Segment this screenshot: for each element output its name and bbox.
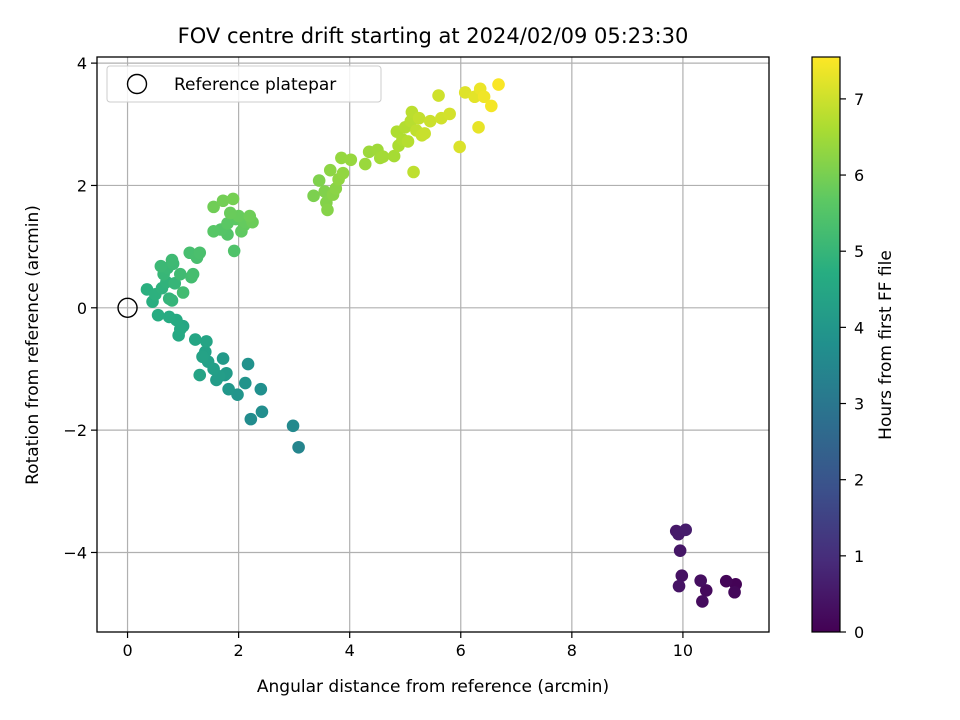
scatter-point [174,267,187,281]
scatter-point [321,203,334,217]
colorbar-label: Hours from first FF file [876,250,896,440]
legend-marker [126,73,148,95]
scatter-point [227,244,241,258]
scatter-point [151,308,165,322]
scatter-point [358,157,372,171]
x-tick-label: 4 [345,641,355,660]
colorbar-tick-label: 3 [854,395,864,414]
colorbar-ticks: 0 1 2 3 4 5 6 7 [840,90,864,642]
scatter-point [412,111,426,125]
scatter-point [165,294,179,307]
scatter-point [223,206,237,220]
x-tick-label: 6 [456,641,466,660]
scatter-point [335,151,348,165]
y-tick-label: 0 [77,299,87,318]
scatter-point [222,382,235,396]
scatter-point [472,121,485,134]
scatter-point [193,246,207,260]
colorbar-tick-label: 0 [854,623,864,642]
scatter-point [165,253,179,267]
scatter-point [196,350,209,364]
y-axis-label: Rotation from reference (arcmin) [23,205,43,485]
x-tick-label: 8 [567,641,577,660]
scatter-point [216,352,230,365]
scatter-point [176,286,190,299]
scatter-point [672,579,686,593]
scatter-point [154,259,168,273]
scatter-point [694,574,707,587]
x-tick-label: 10 [673,641,693,660]
grid-layer [97,57,769,632]
scatter-point [193,368,207,382]
chart-title: FOV centre drift starting at 2024/02/09 … [178,24,689,48]
scatter-point [244,412,258,426]
scatter-point [312,174,326,187]
scatter-point [443,107,456,121]
colorbar-tick-label: 4 [854,318,864,337]
legend: Reference platepar [106,65,382,103]
scatter-point [189,333,202,346]
y-tick-label: 4 [77,54,87,73]
y-tick-label: −2 [63,421,87,440]
x-tick-label: 2 [234,641,244,660]
ticks-layer: 0 2 4 6 8 10 −4 −2 0 2 4 [63,54,693,660]
colorbar: 0 1 2 3 4 5 6 7 Hours from first FF file [811,56,896,642]
scatter-point [254,382,268,396]
y-tick-label: 2 [77,176,87,195]
scatter-point [675,569,689,583]
scatter-point [200,335,213,348]
scatter-point [286,419,300,433]
scatter-point [432,89,445,102]
scatter-point [292,440,305,454]
scatter-point [255,405,269,419]
scatter-point [458,86,472,99]
colorbar-tick-label: 5 [854,242,864,261]
scatter-point [238,376,252,390]
scatter-point [344,153,358,167]
points-layer [117,78,742,608]
scatter-point [216,194,230,208]
scatter-point [699,584,713,597]
plot-frame [96,56,770,633]
scatter-point [418,127,431,140]
colorbar-tick-label: 6 [854,166,864,185]
x-tick-label: 0 [122,641,132,660]
scatter-point [162,310,176,324]
scatter-point [207,200,220,214]
reference-platepar-point [117,297,138,318]
colorbar-tick-label: 2 [854,471,864,490]
scatter-point [407,165,420,179]
scatter-point [485,99,498,113]
scatter-point [673,544,687,557]
scatter-point [423,114,437,128]
scatter-point [696,595,709,608]
scatter-point [477,90,491,104]
colorbar-tick-label: 1 [854,547,864,566]
scatter-point [323,163,337,177]
scatter-point [307,189,320,203]
legend-box [106,65,382,103]
y-tick-label: −4 [63,543,87,562]
scatter-point [719,574,733,588]
scatter-point [168,277,182,290]
scatter-point [207,225,220,238]
colorbar-gradient [812,57,840,632]
scatter-point [226,192,240,206]
scatter-point [186,267,200,281]
scatter-point [387,149,401,163]
legend-label: Reference platepar [174,75,336,95]
colorbar-tick-label: 7 [854,90,864,109]
scatter-point [492,78,505,91]
scatter-point [243,209,257,223]
scatter-point [241,357,255,371]
scatter-point [376,150,390,164]
scatter-point [453,140,466,154]
scatter-point [336,166,350,180]
colorbar-frame [811,56,841,633]
scatter-point [401,135,415,148]
scatter-point [728,585,741,599]
x-axis-label: Angular distance from reference (arcmin) [257,677,609,697]
scatter-point [679,523,692,537]
